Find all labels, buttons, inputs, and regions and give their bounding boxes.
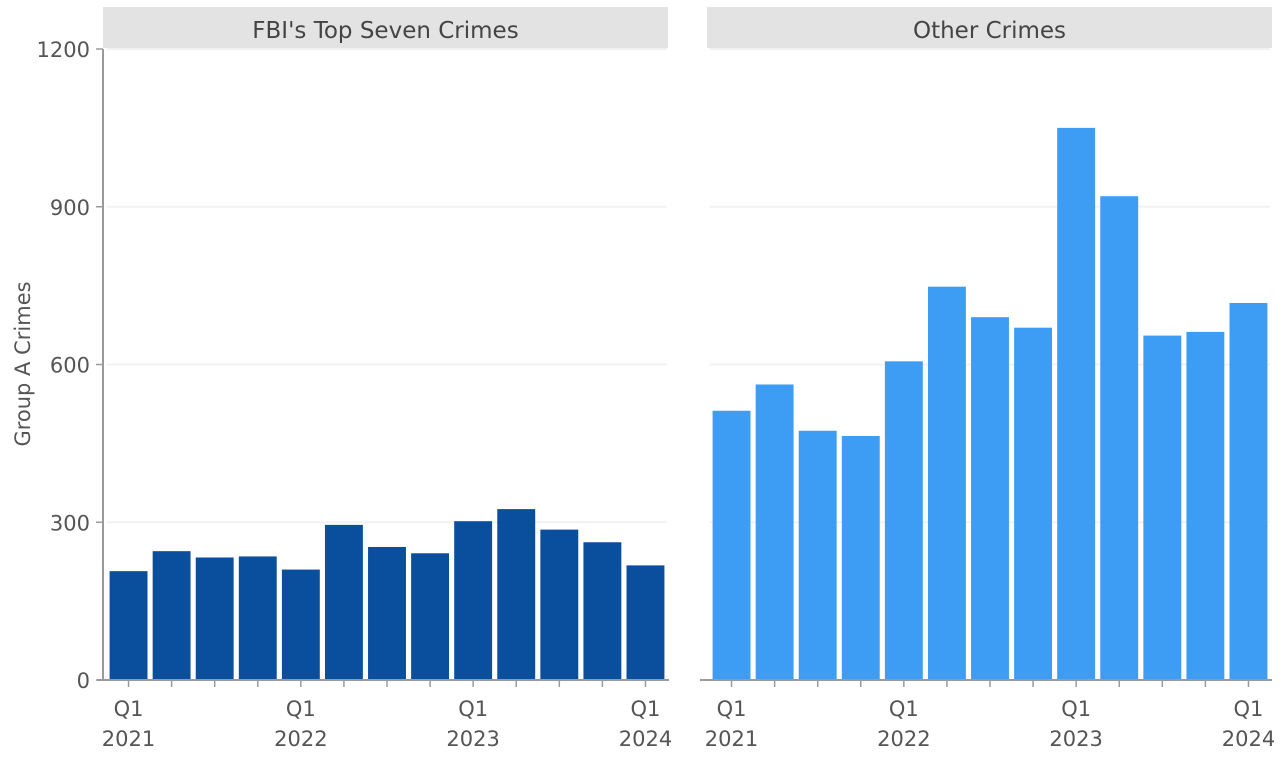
bar-2-10: [1100, 196, 1139, 680]
bar-1-11: [540, 529, 579, 680]
x-tick-label-year-1-0: 2021: [102, 727, 155, 751]
y-tick-label-1200: 1200: [37, 38, 90, 62]
bar-2-6: [927, 286, 966, 680]
x-tick-label-q-1-0: Q1: [114, 697, 144, 721]
x-tick-label-year-2-0: 2021: [705, 727, 758, 751]
x-tick-label-q-1-8: Q1: [458, 697, 488, 721]
x-tick-label-year-1-12: 2024: [619, 727, 672, 751]
bar-2-2: [755, 384, 794, 680]
bar-2-3: [798, 430, 837, 680]
bar-2-11: [1143, 335, 1182, 680]
y-axis-label: Group A Crimes: [11, 281, 35, 446]
panel-title-2: Other Crimes: [913, 18, 1066, 44]
bar-2-9: [1057, 127, 1096, 680]
bar-1-1: [109, 571, 148, 680]
bar-1-5: [281, 569, 320, 680]
bar-1-7: [368, 546, 406, 680]
panel-header-1: [103, 7, 668, 48]
x-tick-label-year-2-8: 2023: [1049, 727, 1102, 751]
bar-2-5: [884, 361, 923, 680]
bar-1-9: [454, 521, 493, 680]
bar-1-2: [152, 551, 191, 680]
bar-1-12: [583, 542, 622, 680]
bar-1-10: [497, 509, 536, 680]
x-tick-label-year-1-8: 2023: [446, 727, 499, 751]
bar-1-8: [411, 553, 450, 680]
bar-1-3: [195, 557, 234, 680]
bar-1-6: [324, 524, 363, 680]
bar-1-13: [626, 565, 665, 680]
bar-2-1: [712, 410, 751, 680]
bar-2-4: [841, 436, 880, 680]
x-tick-label-q-2-4: Q1: [889, 697, 919, 721]
bar-2-7: [971, 317, 1009, 680]
panel-header-2: [707, 7, 1272, 48]
x-tick-label-year-2-4: 2022: [877, 727, 930, 751]
x-tick-label-q-2-0: Q1: [717, 697, 747, 721]
bar-2-13: [1229, 302, 1268, 680]
x-tick-label-year-1-4: 2022: [274, 727, 327, 751]
bar-2-8: [1014, 327, 1053, 680]
x-tick-label-q-1-4: Q1: [286, 697, 316, 721]
x-tick-label-q-2-8: Q1: [1061, 697, 1091, 721]
x-tick-label-year-2-12: 2024: [1222, 727, 1275, 751]
y-tick-label-300: 300: [50, 511, 90, 535]
bar-2-12: [1186, 331, 1225, 680]
bar-1-4: [238, 556, 277, 680]
y-tick-label-900: 900: [50, 196, 90, 220]
x-tick-label-q-2-12: Q1: [1234, 697, 1264, 721]
panel-title-1: FBI's Top Seven Crimes: [252, 18, 518, 44]
y-tick-label-600: 600: [50, 354, 90, 378]
x-tick-label-q-1-12: Q1: [631, 697, 661, 721]
y-tick-label-0: 0: [77, 669, 90, 693]
